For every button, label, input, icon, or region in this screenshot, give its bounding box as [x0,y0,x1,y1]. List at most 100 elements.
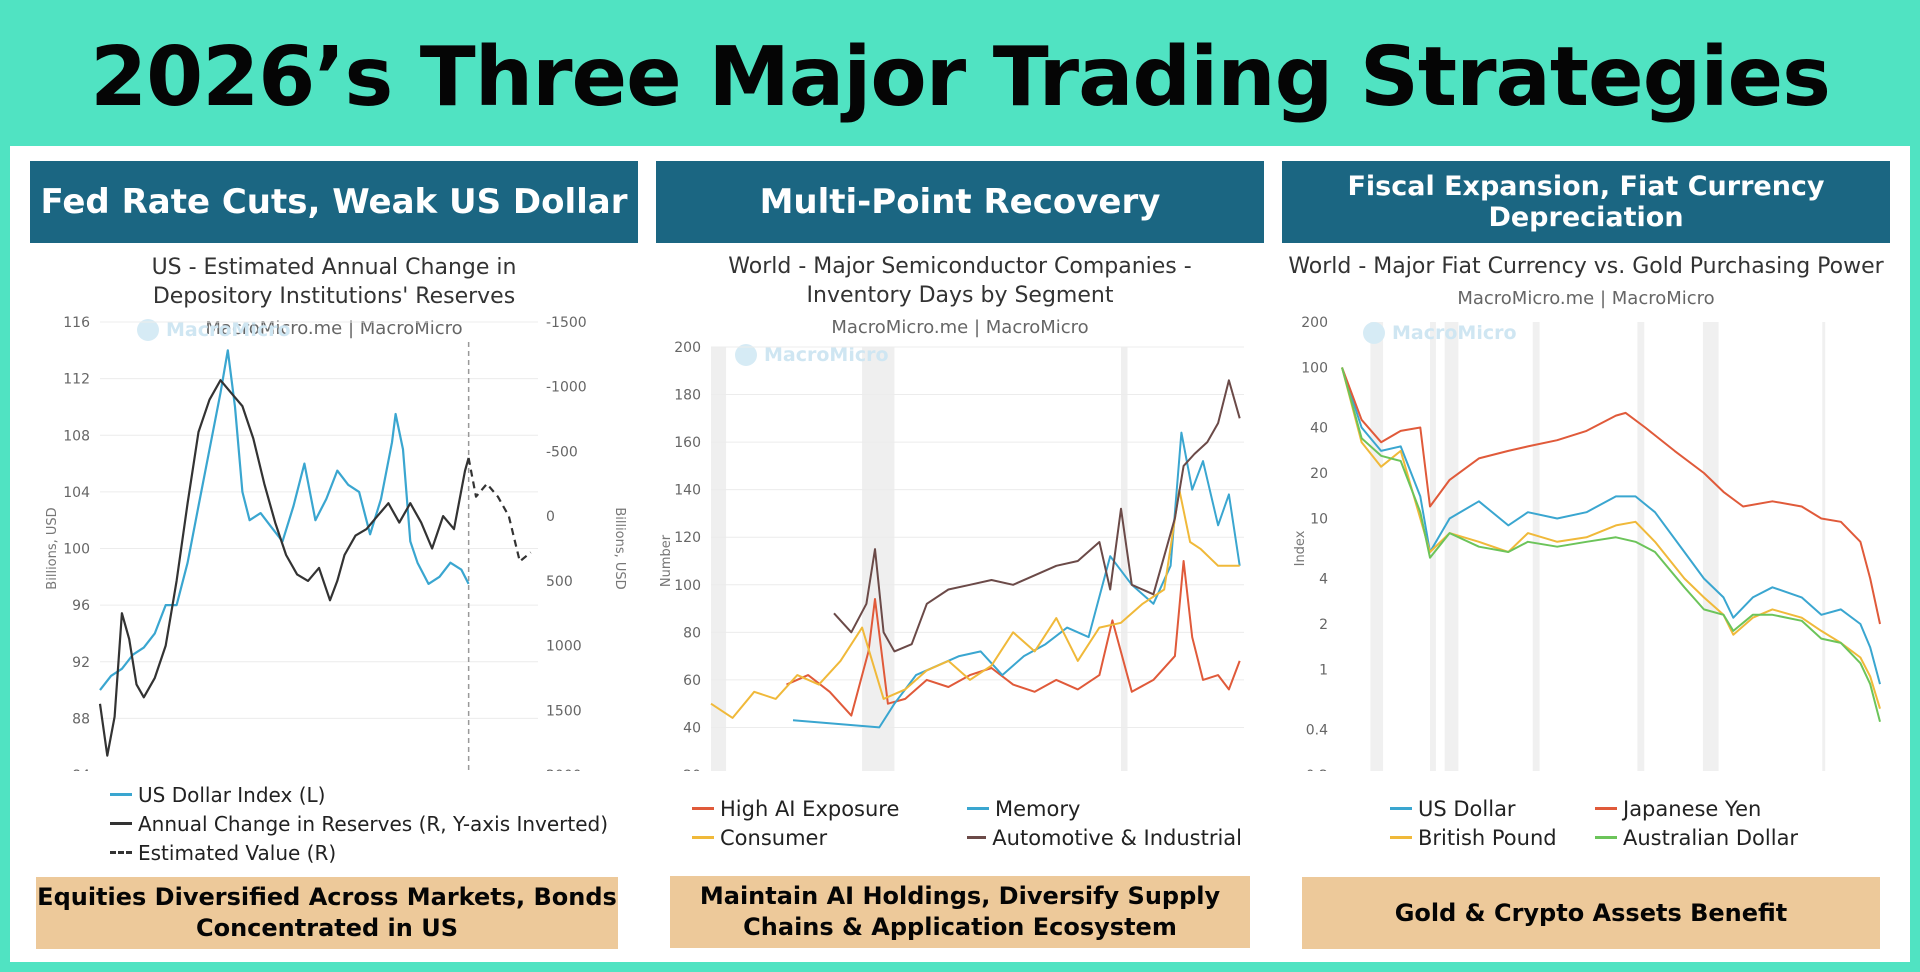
y-tick-left-label: 100 [63,542,90,558]
panel-fed-rate-cuts: Fed Rate Cuts, Weak US Dollar US - Estim… [30,161,638,951]
series-line-1 [1341,367,1881,625]
y-tick-label: 0.2 [1306,768,1328,771]
chart-legend: High AI Exposure Memory Consumer Automot… [692,794,1242,852]
y-axis-right-title: Billions, USD [612,507,627,589]
y-tick-left-label: 84 [72,768,90,771]
y-tick-left-label: 96 [72,598,90,614]
strategy-footer: Gold & Crypto Assets Benefit [1302,877,1880,949]
panel-header: Fed Rate Cuts, Weak US Dollar [30,161,638,243]
page-title: 2026’s Three Major Trading Strategies [90,30,1831,125]
legend-swatch [1595,836,1617,839]
y-tick-right-label: 0 [546,509,555,525]
recession-band [711,347,727,771]
recession-band [862,347,895,771]
y-tick-right-label: 1000 [546,639,582,655]
legend-label: US Dollar Index (L) [138,782,326,807]
panel-header: Multi-Point Recovery [656,161,1264,243]
recession-band [1822,322,1826,771]
legend-label: Estimated Value (R) [138,840,337,865]
y-tick-left-label: 112 [63,372,90,388]
strategy-footer: Equities Diversified Across Markets, Bon… [36,877,618,949]
chart-source: MacroMicro.me | MacroMicro [1457,288,1715,309]
series-line-2 [467,457,532,563]
legend-label: US Dollar [1418,796,1516,821]
chart-fiat-vs-gold: MacroMicro0.20.4124102040100200198019902… [1293,315,1881,771]
legend-item-aud: Australian Dollar [1595,823,1800,852]
y-tick-label: 160 [674,435,701,451]
chart-inventory-days: MacroMicro204060801001201401601802002005… [659,340,1244,771]
legend-swatch [110,793,132,796]
y-tick-label: 40 [683,720,701,736]
y-tick-label: 180 [674,388,701,404]
y-tick-label: 200 [1301,315,1328,331]
y-tick-label: 10 [1310,511,1328,527]
y-axis-title: Number [659,534,674,587]
legend-item-estimated: Estimated Value (R) [110,838,608,867]
y-tick-label: 100 [1301,360,1328,376]
recession-band [1121,347,1128,771]
series-line-0 [1341,367,1881,685]
watermark-logo-icon [735,344,757,366]
legend-swatch [110,851,132,854]
y-tick-right-label: 2000 [546,768,582,771]
y-tick-right-label: -1500 [546,315,587,331]
legend-item-usd: US Dollar [1390,794,1595,823]
legend-swatch [1595,807,1617,810]
y-tick-left-label: 116 [63,315,90,331]
watermark-logo-icon [137,319,159,341]
y-tick-label: 120 [674,530,701,546]
y-axis-title: Index [1293,530,1308,566]
series-line-0 [786,560,1241,717]
recession-band [1637,322,1645,771]
recession-band [1702,322,1719,771]
legend-label: High AI Exposure [720,796,900,821]
watermark-text: MacroMicro [166,319,291,341]
legend-item-automotive: Automotive & Industrial [967,823,1242,852]
series-line-3 [833,379,1241,653]
y-tick-label: 4 [1319,572,1328,588]
y-tick-right-label: 1500 [546,703,582,719]
chart-title: World - Major Semiconductor Companies - … [728,254,1192,308]
y-tick-label: 0.4 [1306,723,1328,739]
y-tick-left-label: 108 [63,428,90,444]
legend-swatch [1390,807,1412,810]
strategy-footer: Maintain AI Holdings, Diversify Supply C… [670,876,1250,948]
legend-item-consumer: Consumer [692,823,967,852]
recession-band [1370,322,1384,771]
chart-source: MacroMicro.me | MacroMicro [831,317,1089,338]
y-axis-left-title: Billions, USD [45,507,60,589]
panel-fiscal-expansion: Fiscal Expansion, Fiat Currency Deprecia… [1282,161,1890,951]
chart-legend: US Dollar Index (L) Annual Change in Res… [110,780,608,867]
y-tick-label: 20 [1310,466,1328,482]
series-line-1 [98,379,470,757]
y-tick-left-label: 88 [72,711,90,727]
legend-swatch [110,822,132,825]
legend-item-high-ai: High AI Exposure [692,794,967,823]
chart-title: World - Major Fiat Currency vs. Gold Pur… [1288,254,1884,279]
legend-swatch [692,807,714,810]
y-tick-right-label: -500 [546,444,578,460]
legend-label: Australian Dollar [1623,825,1799,850]
y-tick-left-label: 92 [72,655,90,671]
legend-label: Consumer [720,825,828,850]
chart-reserves: MacroMicro 84 88 92 96 100 104 108 112 116 2000 150… [45,315,627,771]
y-tick-left-label: 104 [63,485,90,501]
legend-label: Automotive & Industrial [992,825,1242,850]
watermark-text: MacroMicro [764,344,889,366]
legend-label: British Pound [1418,825,1557,850]
y-tick-label: 60 [683,673,701,689]
series-line-0 [99,349,470,691]
y-tick-label: 1 [1319,662,1328,678]
chart-legend: US Dollar Japanese Yen British Pound Aus… [1390,794,1800,852]
recession-band [1444,322,1459,771]
y-tick-label: 20 [683,768,701,771]
y-tick-right-label: 500 [546,574,573,590]
y-tick-label: 80 [683,625,701,641]
legend-item-gbp: British Pound [1390,823,1595,852]
chart-title: US - Estimated Annual Change in Deposito… [151,255,517,309]
y-tick-right-label: -1000 [546,380,587,396]
watermark-text: MacroMicro [1392,322,1517,344]
legend-item-reserves: Annual Change in Reserves (R, Y-axis Inv… [110,809,608,838]
strategies-board: Fed Rate Cuts, Weak US Dollar US - Estim… [10,146,1910,962]
y-tick-label: 100 [674,578,701,594]
